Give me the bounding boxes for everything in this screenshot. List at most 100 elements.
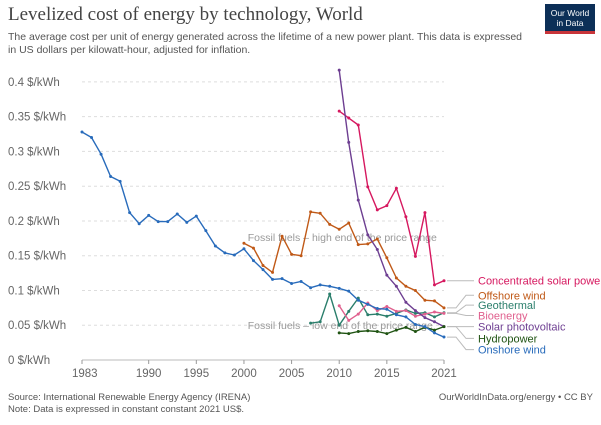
series-3-point-7 (404, 309, 408, 313)
y-tick-label-6: 0.3 $/kWh (8, 146, 60, 158)
y-tick-label-3: 0.15 $/kWh (8, 251, 66, 263)
series-0-point-8 (413, 254, 417, 258)
series-3-point-11 (442, 311, 446, 315)
series-4-point-4 (375, 247, 379, 251)
series-1-point-6 (299, 254, 303, 258)
series-4-point-10 (432, 320, 436, 324)
owid-logo[interactable]: Our World in Data (545, 4, 595, 34)
series-2-point-2 (328, 292, 332, 296)
series-2-point-7 (375, 312, 379, 316)
credit-link[interactable]: OurWorldInData.org/energy • CC BY (438, 392, 593, 403)
series-3-point-5 (385, 304, 389, 308)
series-1-point-11 (347, 221, 351, 225)
reference-label-1: Fossil fuels – low end of the price rang… (248, 320, 433, 332)
series-3-point-6 (394, 309, 398, 313)
series-5-point-3 (366, 329, 370, 333)
series-1-point-4 (280, 234, 284, 238)
series-0-point-10 (432, 283, 436, 287)
x-tick-label-2: 1995 (184, 368, 210, 380)
series-5-point-6 (394, 328, 398, 332)
legend-label-4: Solar photovoltaic (478, 322, 566, 334)
series-6-point-37 (432, 331, 436, 335)
series-6-point-6 (137, 222, 141, 226)
series-2-point-13 (432, 315, 436, 319)
y-tick-label-0: 0 $/kWh (8, 355, 50, 367)
series-2-point-6 (366, 313, 370, 317)
series-3-point-4 (375, 309, 379, 313)
chart-title: Levelized cost of energy by technology, … (8, 4, 363, 25)
legend-connector-5 (447, 326, 474, 339)
series-0-point-4 (375, 208, 379, 212)
series-6-point-35 (413, 323, 417, 327)
series-6-point-31 (375, 307, 379, 311)
series-1-point-7 (309, 210, 313, 214)
series-line-4 (338, 70, 445, 328)
series-6-point-22 (290, 282, 294, 286)
series-5-point-8 (413, 329, 417, 333)
legend-label-3: Bioenergy (478, 311, 528, 323)
series-4-point-0 (337, 68, 341, 72)
series-1-point-21 (442, 306, 446, 310)
y-tick-label-7: 0.35 $/kWh (8, 112, 66, 124)
series-2-point-4 (347, 309, 351, 313)
legend-label-6: Onshore wind (478, 345, 546, 357)
series-0-point-1 (347, 116, 351, 120)
legend-label-1: Offshore wind (478, 290, 546, 302)
series-5-point-1 (347, 332, 351, 336)
series-6-point-25 (318, 283, 322, 287)
x-tick-label-0: 1983 (72, 368, 98, 380)
x-tick-label-4: 2005 (279, 368, 305, 380)
series-6-point-32 (385, 307, 389, 311)
series-6-point-14 (213, 244, 217, 248)
series-6-point-0 (80, 130, 84, 134)
series-5-point-11 (442, 325, 446, 329)
series-1-point-19 (423, 298, 427, 302)
series-4-point-9 (423, 316, 427, 320)
series-1-point-3 (271, 270, 275, 274)
y-tick-label-1: 0.05 $/kWh (8, 320, 66, 332)
series-2-point-11 (413, 311, 417, 315)
series-line-1 (243, 211, 445, 309)
legend-label-2: Geothermal (478, 300, 535, 312)
x-tick-label-6: 2015 (374, 368, 400, 380)
series-1-point-10 (337, 227, 341, 231)
y-tick-label-4: 0.2 $/kWh (8, 216, 60, 228)
footer-source-note: Source: International Renewable Energy A… (8, 392, 250, 415)
series-4-point-7 (404, 300, 408, 304)
series-4-point-8 (413, 309, 417, 313)
series-6-point-12 (194, 214, 198, 218)
series-6-point-29 (356, 298, 360, 302)
series-6-point-34 (404, 315, 408, 319)
x-tick-label-5: 2010 (326, 368, 352, 380)
legend-label-5: Hydropower (478, 333, 538, 345)
series-5-point-10 (432, 328, 436, 332)
line-chart: 0 $/kWh 0.05 $/kWh 0.1 $/kWh 0.15 $/kWh 0.2 … (8, 68, 601, 380)
series-6-point-10 (175, 212, 179, 216)
series-0-point-9 (423, 211, 427, 215)
series-6-point-7 (147, 213, 151, 217)
series-6-point-1 (90, 136, 94, 140)
series-line-3 (338, 302, 445, 322)
x-tick-label-1: 1990 (136, 368, 162, 380)
series-6-point-5 (128, 211, 132, 215)
series-1-point-14 (375, 237, 379, 241)
logo-line-2: in Data (556, 17, 584, 28)
series-0-point-0 (337, 109, 341, 113)
series-1-point-15 (385, 256, 389, 260)
series-6-point-11 (185, 220, 189, 224)
x-tick-label-3: 2000 (231, 368, 257, 380)
series-6-point-27 (337, 286, 341, 290)
series-3-point-10 (432, 310, 436, 314)
series-6-point-16 (232, 253, 236, 257)
series-6-point-4 (118, 179, 122, 183)
series-6-point-24 (309, 286, 313, 290)
series-6-point-36 (423, 325, 427, 329)
series-0-point-7 (404, 215, 408, 219)
series-1-point-8 (318, 211, 322, 215)
logo-line-1: Our World (550, 8, 590, 18)
series-6-point-15 (223, 251, 227, 255)
y-tick-label-2: 0.1 $/kWh (8, 285, 60, 297)
series-3-point-8 (413, 314, 417, 318)
series-6-point-38 (442, 335, 446, 339)
reference-label-0: Fossil fuels – high end of the price ran… (248, 232, 437, 244)
